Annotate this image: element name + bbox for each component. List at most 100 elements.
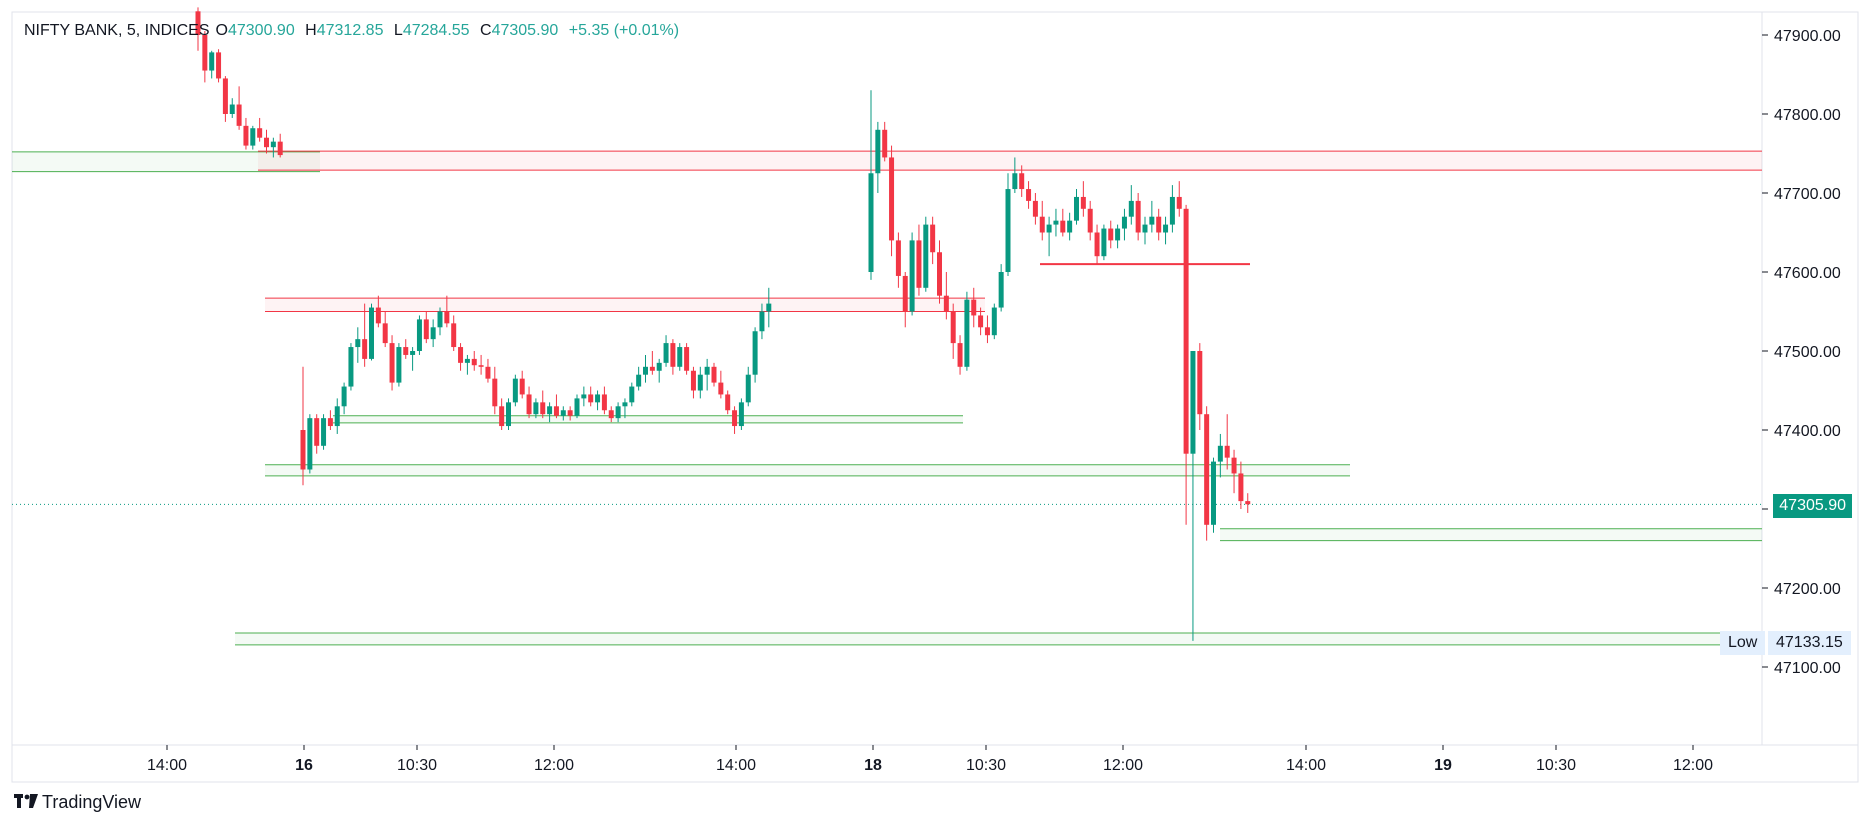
candle-body bbox=[1053, 220, 1059, 225]
candle-body bbox=[581, 394, 587, 399]
candle-body bbox=[574, 398, 580, 416]
candle-body bbox=[229, 104, 235, 114]
tradingview-logo-icon bbox=[14, 792, 38, 813]
y-tick-label: 47200.00 bbox=[1774, 581, 1841, 598]
candle-body bbox=[1149, 216, 1155, 225]
candle-body bbox=[519, 378, 525, 395]
candle-body bbox=[348, 347, 354, 387]
candle-body bbox=[1204, 414, 1210, 525]
candle-body bbox=[1190, 351, 1196, 454]
candle-body bbox=[1197, 351, 1203, 415]
candle-body bbox=[1245, 501, 1251, 505]
x-tick-label: 10:30 bbox=[1536, 757, 1576, 774]
candle-body bbox=[403, 347, 409, 355]
candle-body bbox=[444, 311, 450, 324]
candle-body bbox=[998, 272, 1004, 308]
candle-body bbox=[622, 402, 628, 407]
y-tick-label: 47100.00 bbox=[1774, 660, 1841, 677]
candle-body bbox=[875, 129, 881, 174]
zone-fill bbox=[258, 151, 1762, 171]
candle-body bbox=[1176, 196, 1182, 209]
candle-body bbox=[1224, 445, 1230, 458]
candle-body bbox=[464, 358, 470, 363]
candle-body bbox=[711, 366, 717, 383]
candle-body bbox=[1080, 196, 1086, 209]
candle-body bbox=[560, 410, 566, 416]
zone-fill bbox=[265, 298, 985, 312]
candle-body bbox=[375, 307, 381, 324]
candle-body bbox=[485, 366, 491, 379]
y-tick-label: 47500.00 bbox=[1774, 344, 1841, 361]
zone-fill bbox=[333, 415, 963, 423]
candle-body bbox=[656, 362, 662, 371]
candle-body bbox=[547, 406, 553, 415]
candle-body bbox=[540, 402, 546, 415]
candle-body bbox=[950, 311, 956, 344]
candle-body bbox=[458, 347, 464, 363]
candle-body bbox=[257, 128, 263, 138]
candle-body bbox=[236, 104, 242, 126]
low-value-legend: 47284.55 bbox=[402, 22, 470, 39]
candle-body bbox=[957, 343, 963, 367]
candle-body bbox=[943, 295, 949, 312]
candle-body bbox=[670, 343, 676, 367]
candle-body bbox=[492, 378, 498, 407]
high-value: 47312.85 bbox=[316, 22, 384, 39]
y-tick-label: 47700.00 bbox=[1774, 186, 1841, 203]
candle-body bbox=[451, 323, 457, 348]
candle-body bbox=[978, 315, 984, 328]
candle-body bbox=[334, 406, 340, 427]
candle-body bbox=[889, 157, 895, 241]
candle-body bbox=[437, 311, 443, 328]
candle-body bbox=[909, 240, 915, 312]
x-tick-label: 14:00 bbox=[147, 757, 187, 774]
symbol-name[interactable]: NIFTY BANK, 5, INDICES bbox=[24, 22, 210, 39]
candle-body bbox=[930, 224, 936, 253]
candle-body bbox=[533, 402, 539, 415]
candle-body bbox=[300, 430, 306, 470]
candle-body bbox=[1046, 224, 1052, 233]
x-tick-label: 10:30 bbox=[966, 757, 1006, 774]
candle-body bbox=[752, 331, 758, 375]
zone-fill bbox=[12, 151, 320, 172]
candle-body bbox=[202, 35, 208, 71]
candle-body bbox=[636, 374, 642, 387]
tradingview-brand[interactable]: TradingView bbox=[14, 792, 141, 813]
low-label-legend: L bbox=[393, 22, 403, 39]
candle-body bbox=[222, 78, 228, 114]
candle-body bbox=[270, 141, 276, 148]
candle-body bbox=[1101, 228, 1107, 257]
high-label: H bbox=[305, 22, 317, 39]
candle-body bbox=[1060, 220, 1066, 233]
candle-body bbox=[902, 275, 908, 312]
candle-body bbox=[895, 240, 901, 276]
session-low-label: Low bbox=[1720, 631, 1766, 655]
candle-body bbox=[471, 358, 477, 366]
candle-body bbox=[663, 343, 669, 363]
candle-body bbox=[759, 311, 765, 332]
session-low-value: 47133.15 bbox=[1768, 631, 1851, 655]
candle-body bbox=[1087, 208, 1093, 233]
candle-body bbox=[732, 410, 738, 427]
candle-body bbox=[601, 394, 607, 411]
price-axis-frame bbox=[1761, 11, 1859, 746]
candle-body bbox=[1019, 173, 1025, 190]
candle-body bbox=[1231, 457, 1237, 474]
candle-body bbox=[1026, 189, 1032, 201]
candle-body bbox=[1211, 461, 1216, 525]
change-value: +5.35 (+0.01%) bbox=[568, 22, 680, 39]
candle-body bbox=[588, 394, 594, 403]
candle-body bbox=[1183, 208, 1189, 454]
candle-body bbox=[430, 327, 436, 340]
candle-body bbox=[327, 418, 333, 427]
candle-body bbox=[1108, 228, 1114, 241]
candle-body bbox=[937, 252, 942, 296]
x-tick-label: 18 bbox=[864, 757, 882, 774]
y-tick-label: 47900.00 bbox=[1774, 28, 1841, 45]
y-tick-label: 47800.00 bbox=[1774, 107, 1841, 124]
candle-body bbox=[478, 365, 484, 367]
candle-body bbox=[697, 374, 703, 391]
candle-body bbox=[382, 323, 388, 344]
